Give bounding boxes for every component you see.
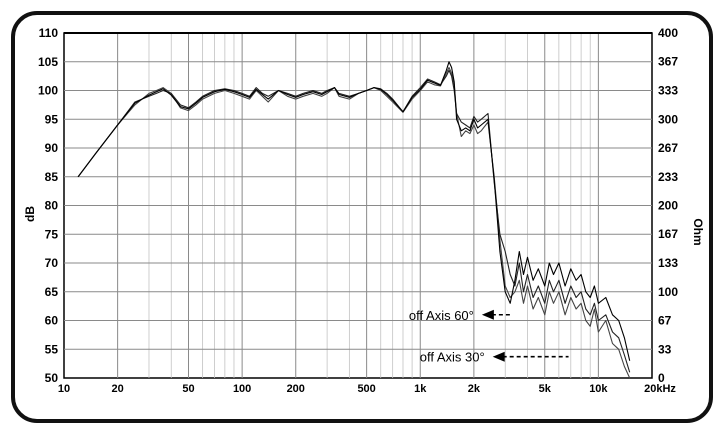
y-tick-label: 95 — [45, 112, 59, 126]
response-curves — [77, 61, 631, 379]
y2-tick-label: 167 — [658, 227, 678, 241]
y2-tick-label: 0 — [658, 371, 665, 385]
y2-tick-label: 267 — [658, 141, 678, 155]
y-tick-label: 105 — [38, 55, 58, 69]
y-tick-label: 80 — [45, 199, 59, 213]
annotation-arrowhead — [492, 351, 505, 362]
y-tick-label: 65 — [45, 285, 59, 299]
y-tick-label: 50 — [45, 371, 59, 385]
top-border-line — [64, 32, 652, 34]
y-tick-label: 90 — [45, 141, 59, 155]
x-tick-label: 500 — [357, 383, 375, 395]
x-tick-label: 10 — [58, 383, 70, 395]
response-curve — [77, 69, 631, 373]
y-tick-label: 85 — [45, 170, 59, 184]
y2-tick-label: 200 — [658, 199, 678, 213]
x-tick-label: 2k — [468, 383, 481, 395]
x-tick-label: 20kHz — [644, 383, 676, 395]
x-tick-label: 10k — [589, 383, 608, 395]
x-tick-label: 200 — [287, 383, 305, 395]
y2-tick-label: 333 — [658, 84, 678, 98]
y2-tick-label: 67 — [658, 313, 672, 327]
y2-tick-label: 300 — [658, 112, 678, 126]
y2-tick-label: 233 — [658, 170, 678, 184]
y-axis-ticks: 50 55 60 65 70 75 80 85 90 95 100 105 110 — [38, 26, 58, 385]
response-curve — [77, 66, 631, 379]
annotation-text: off Axis 30° — [420, 350, 485, 365]
y2-tick-label: 400 — [658, 26, 678, 40]
x-tick-label: 50 — [182, 383, 194, 395]
annotations: off Axis 60° off Axis 30° — [409, 308, 569, 365]
x-tick-label: 20 — [111, 383, 123, 395]
y2-tick-label: 100 — [658, 285, 678, 299]
y-tick-label: 100 — [38, 84, 58, 98]
y2-tick-label: 33 — [658, 342, 672, 356]
annotation-arrowhead — [481, 309, 494, 320]
y-tick-label: 110 — [39, 26, 59, 40]
y2-axis-label: Ohm — [691, 218, 705, 245]
annotation-text: off Axis 60° — [409, 308, 474, 323]
y-tick-label: 75 — [45, 227, 59, 241]
y2-tick-label: 367 — [658, 55, 678, 69]
y-tick-label: 70 — [45, 256, 59, 270]
x-tick-label: 5k — [539, 383, 552, 395]
response-curve — [77, 61, 631, 361]
x-tick-label: 100 — [233, 383, 251, 395]
y-tick-label: 55 — [45, 342, 59, 356]
y-tick-label: 60 — [45, 314, 59, 328]
y2-tick-label: 133 — [658, 256, 678, 270]
x-axis-ticks: 10 20 50 100 200 500 1k 2k 5k 10k 20kHz — [58, 383, 677, 395]
x-tick-label: 1k — [414, 383, 427, 395]
y-axis-label: dB — [23, 206, 37, 222]
y2-axis-ticks: 0 33 67 100 133 167 200 233 267 300 333 367 400 — [658, 26, 678, 385]
